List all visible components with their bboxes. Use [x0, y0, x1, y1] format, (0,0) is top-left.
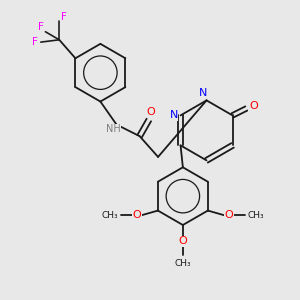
Text: CH₃: CH₃: [101, 211, 118, 220]
Text: CH₃: CH₃: [248, 211, 265, 220]
Text: O: O: [133, 210, 142, 220]
Text: O: O: [147, 107, 155, 117]
Text: O: O: [224, 210, 233, 220]
Text: F: F: [38, 22, 44, 32]
Text: NH: NH: [106, 124, 121, 134]
Text: CH₃: CH₃: [175, 259, 191, 268]
Text: N: N: [169, 110, 178, 120]
Text: O: O: [249, 101, 258, 111]
Text: N: N: [199, 88, 207, 98]
Text: F: F: [32, 37, 38, 47]
Text: F: F: [61, 12, 67, 22]
Text: O: O: [178, 236, 187, 246]
